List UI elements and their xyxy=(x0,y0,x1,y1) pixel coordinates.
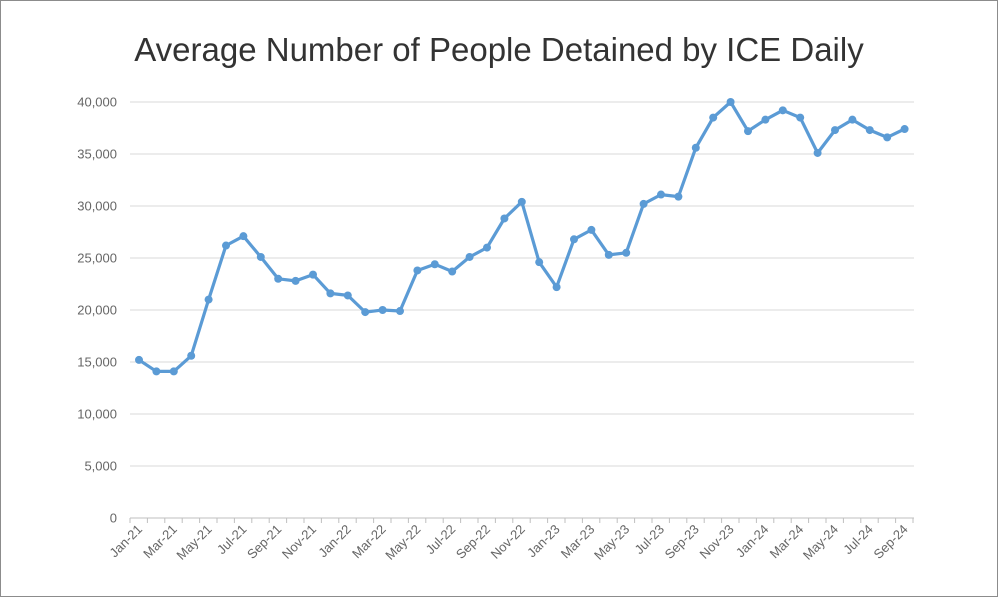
data-point xyxy=(865,126,874,135)
data-point xyxy=(343,291,352,300)
data-point xyxy=(500,214,509,223)
data-point xyxy=(204,295,213,304)
x-tick-label: May-24 xyxy=(800,522,841,563)
data-point xyxy=(744,127,752,136)
data-point xyxy=(483,243,491,252)
x-tick-label: May-23 xyxy=(591,522,632,563)
data-point xyxy=(639,199,648,208)
y-tick-label: 25,000 xyxy=(77,251,117,266)
data-point xyxy=(622,248,631,257)
data-point xyxy=(813,148,822,157)
data-point xyxy=(848,115,857,124)
data-point xyxy=(239,232,248,241)
data-point xyxy=(604,250,613,259)
data-point xyxy=(570,235,578,244)
data-point xyxy=(309,270,317,279)
x-tick-label: Mar-22 xyxy=(349,522,389,562)
data-point xyxy=(187,351,196,360)
x-tick-label: Nov-21 xyxy=(279,522,319,562)
x-tick-label: May-22 xyxy=(382,522,423,563)
data-point xyxy=(761,115,770,124)
series-line xyxy=(137,100,907,373)
data-point xyxy=(222,241,230,250)
x-tick-label: Sep-21 xyxy=(244,522,284,562)
chart-title: Average Number of People Detained by ICE… xyxy=(134,31,864,68)
x-tick-label: Jan-21 xyxy=(106,522,145,561)
x-tick-label: Nov-23 xyxy=(696,522,736,562)
data-point xyxy=(413,266,422,275)
x-tick-label: Nov-22 xyxy=(488,522,528,562)
y-tick-label: 30,000 xyxy=(77,199,117,214)
data-point xyxy=(378,306,387,314)
x-tick-label: Jan-22 xyxy=(315,522,354,561)
x-tick-label: Sep-24 xyxy=(870,522,910,562)
y-tick-label: 20,000 xyxy=(77,303,117,318)
data-point xyxy=(361,308,370,317)
data-point xyxy=(778,106,787,115)
data-point xyxy=(256,252,265,261)
x-tick-label: Jan-23 xyxy=(524,522,563,561)
data-point xyxy=(552,283,561,292)
y-tick-label: 15,000 xyxy=(77,355,117,370)
data-point xyxy=(726,98,735,106)
y-tick-label: 0 xyxy=(110,511,117,526)
data-point xyxy=(430,260,439,269)
data-point xyxy=(135,355,143,364)
data-point xyxy=(169,367,178,376)
data-point xyxy=(152,367,161,376)
x-tick-label: Mar-24 xyxy=(767,522,807,562)
data-point xyxy=(535,258,544,267)
data-point xyxy=(831,126,839,135)
data-point xyxy=(274,274,283,283)
y-tick-label: 5,000 xyxy=(84,459,117,474)
data-point xyxy=(326,289,335,298)
x-tick-label: Mar-23 xyxy=(558,522,598,562)
x-tick-label: Sep-22 xyxy=(453,522,493,562)
data-point xyxy=(291,276,300,285)
x-tick-label: Mar-21 xyxy=(140,522,180,562)
data-point xyxy=(691,143,700,152)
data-point xyxy=(657,190,665,199)
data-point xyxy=(448,267,457,276)
data-point xyxy=(396,307,404,316)
y-tick-label: 10,000 xyxy=(77,407,117,422)
x-tick-label: Sep-23 xyxy=(662,522,702,562)
data-point xyxy=(883,133,892,142)
x-tick-label: Jan-24 xyxy=(733,522,772,561)
data-point xyxy=(517,197,526,206)
data-point xyxy=(587,225,596,234)
data-point xyxy=(709,113,718,122)
data-point xyxy=(465,252,474,261)
y-tick-label: 40,000 xyxy=(77,95,117,110)
data-point xyxy=(796,113,805,122)
data-point xyxy=(674,192,683,201)
y-tick-label: 35,000 xyxy=(77,147,117,162)
x-tick-label: May-21 xyxy=(173,522,214,563)
data-point xyxy=(900,125,909,134)
